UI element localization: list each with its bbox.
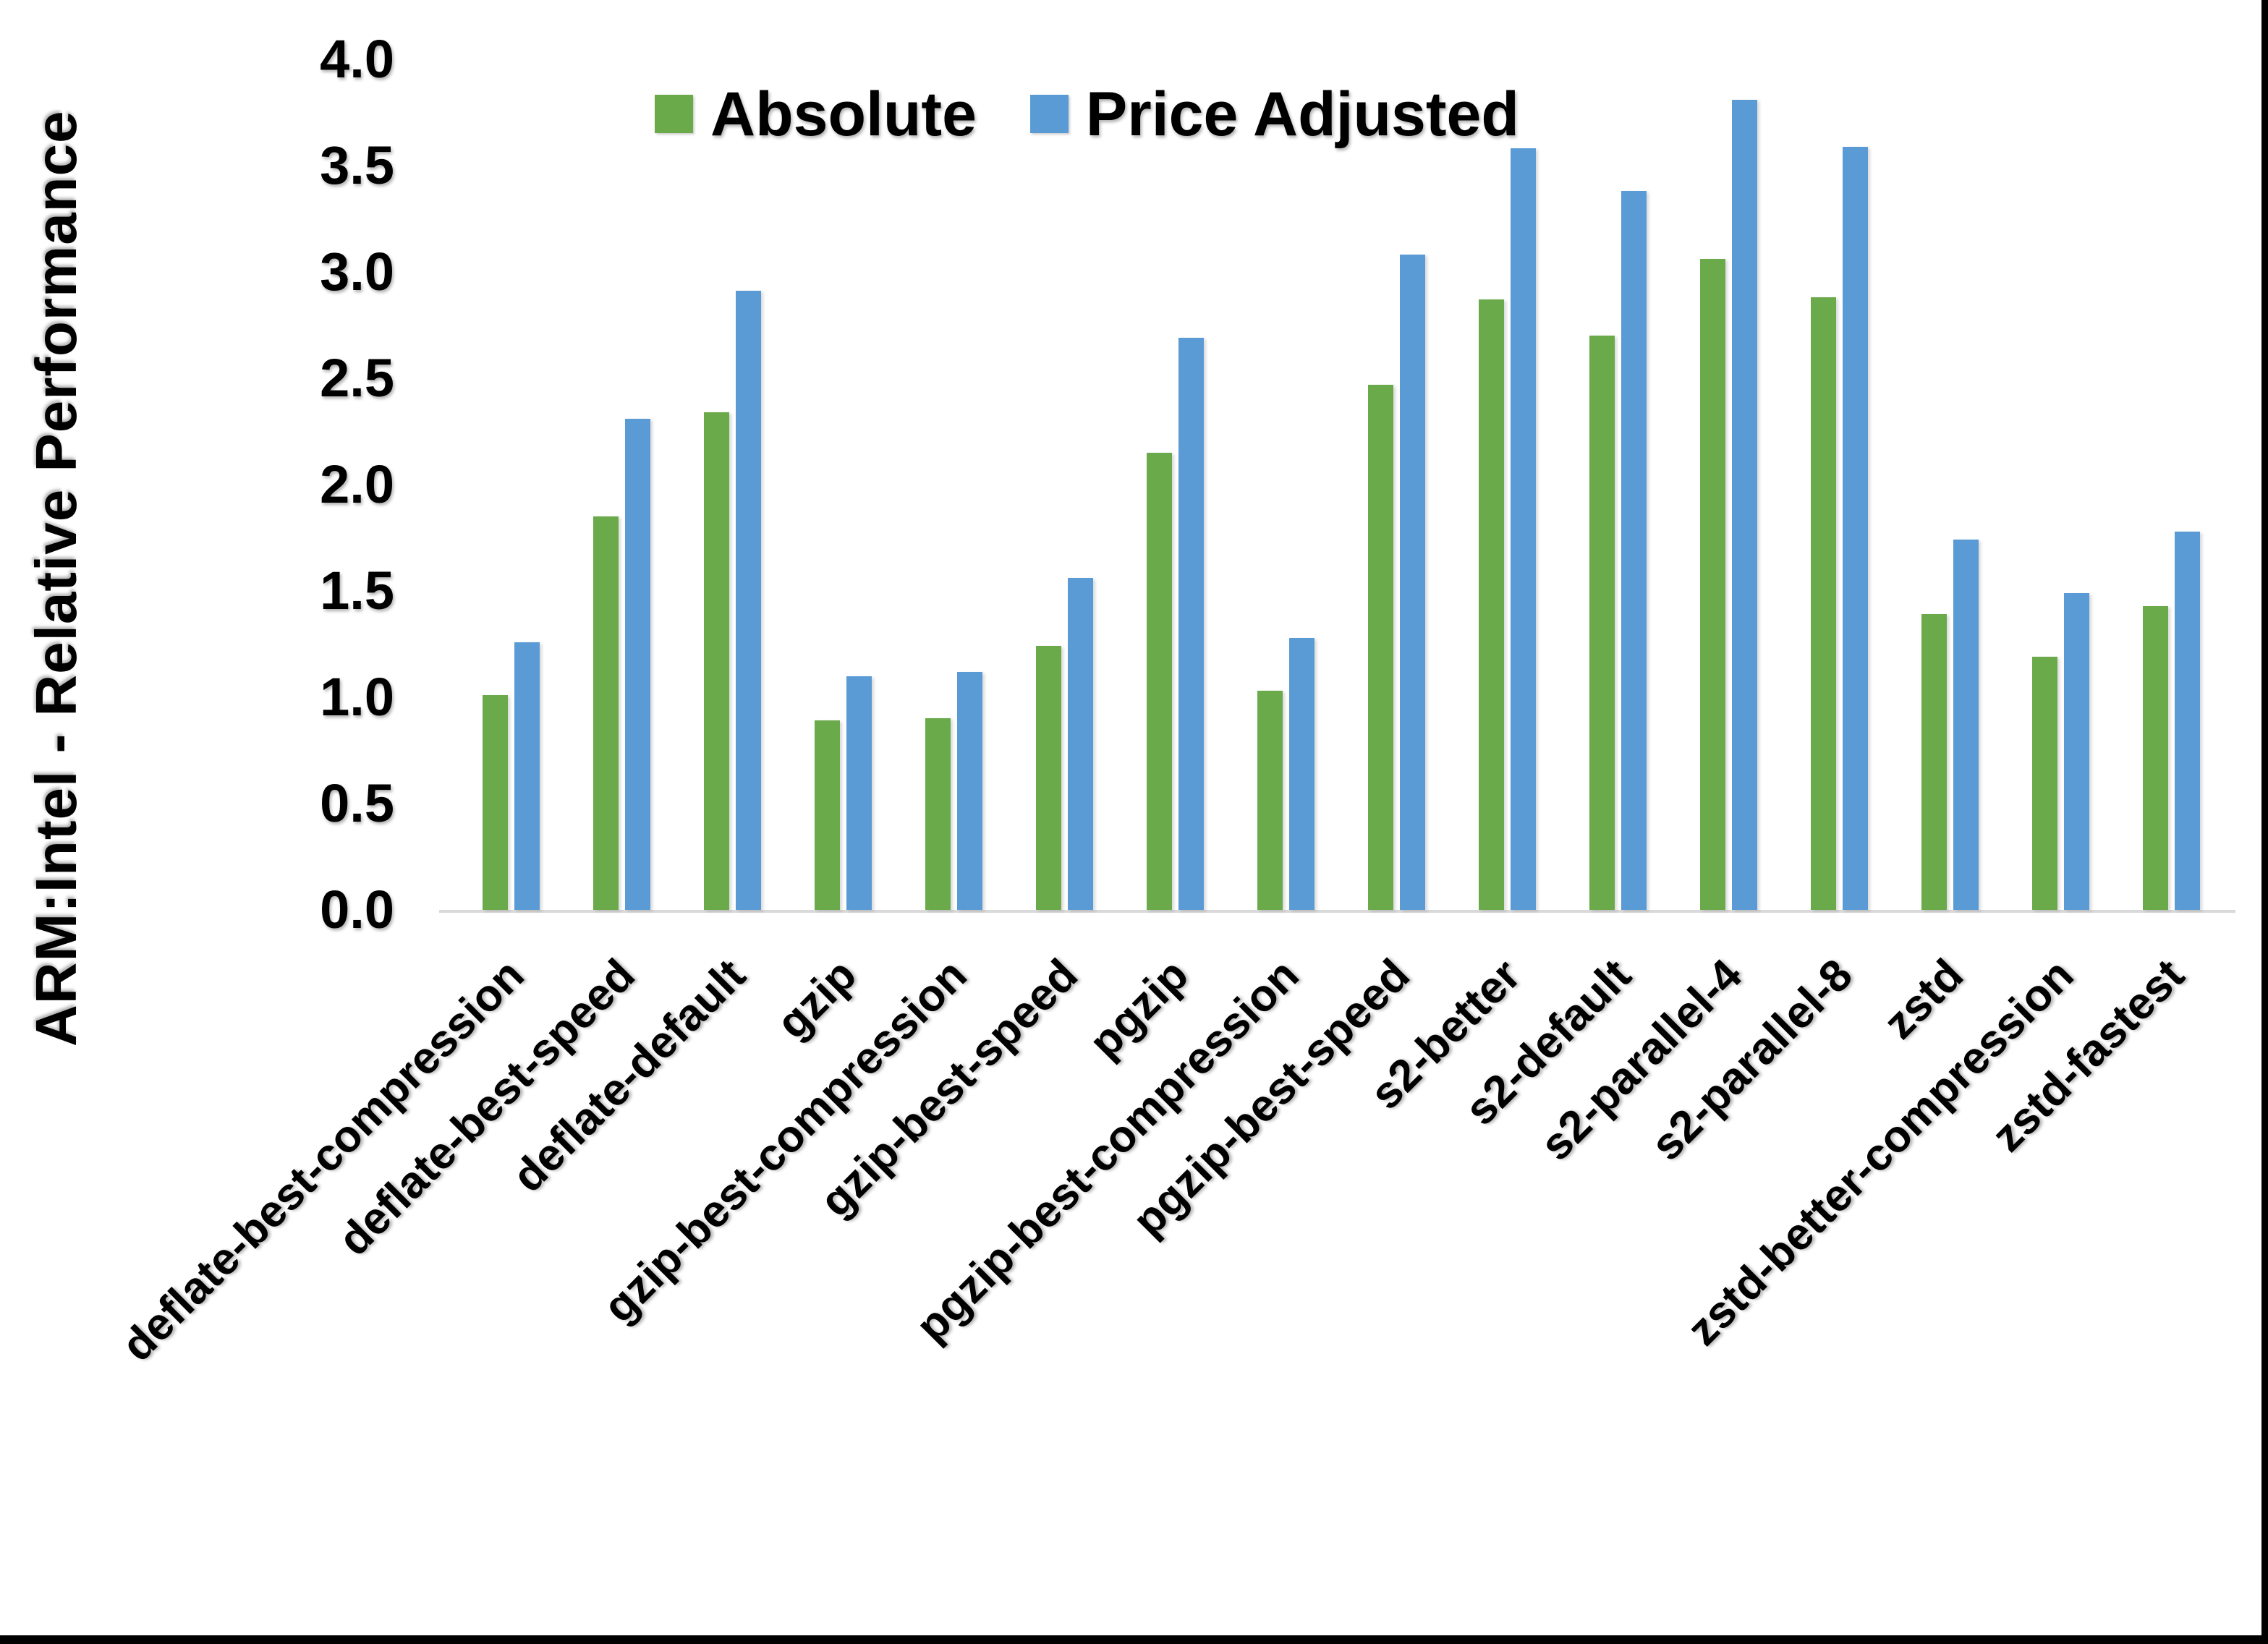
bar-price-adjusted-s2-parallel-4 [1732, 100, 1757, 910]
bar-price-adjusted-gzip-best-speed [1068, 578, 1093, 910]
bar-absolute-s2-parallel-4 [1700, 259, 1725, 910]
y-tick-label-3.0: 3.0 [320, 242, 394, 302]
x-tick-label-deflate-best-compression: deflate-best-compression [112, 950, 534, 1371]
bar-price-adjusted-pgzip-best-speed [1400, 255, 1425, 910]
x-tick-label-gzip: gzip [767, 950, 866, 1049]
bar-absolute-pgzip-best-compression [1257, 691, 1283, 910]
bar-price-adjusted-zstd-better-compression [2064, 593, 2089, 910]
bar-price-adjusted-deflate-best-speed [625, 419, 650, 910]
y-tick-label-4.0: 4.0 [320, 29, 394, 89]
legend-label-price-adjusted: Price Adjusted [1085, 79, 1519, 149]
bar-absolute-zstd [1921, 614, 1947, 910]
x-tick-label-zstd: zstd [1874, 950, 1973, 1049]
y-tick-label-3.5: 3.5 [320, 135, 394, 195]
bar-price-adjusted-gzip [846, 676, 872, 910]
bar-price-adjusted-gzip-best-compression [957, 672, 982, 910]
bar-absolute-zstd-better-compression [2032, 657, 2057, 910]
bar-price-adjusted-pgzip-best-compression [1289, 638, 1314, 910]
legend-item-absolute: Absolute [655, 78, 977, 150]
bar-absolute-gzip-best-speed [1036, 646, 1061, 910]
bar-price-adjusted-s2-default [1621, 191, 1647, 910]
bar-absolute-gzip [815, 720, 840, 910]
y-tick-label-0.5: 0.5 [320, 773, 394, 833]
bar-absolute-deflate-best-speed [593, 516, 619, 910]
bar-absolute-zstd-fastest [2143, 606, 2168, 910]
bar-price-adjusted-zstd [1953, 540, 1979, 910]
y-tick-label-0.0: 0.0 [320, 880, 394, 940]
bar-price-adjusted-deflate-default [736, 291, 761, 910]
y-tick-label-1.5: 1.5 [320, 561, 394, 621]
bar-price-adjusted-pgzip [1178, 338, 1204, 910]
legend-swatch-absolute [655, 95, 693, 133]
legend: Absolute Price Adjusted [655, 72, 1519, 156]
bar-absolute-pgzip-best-speed [1368, 385, 1393, 910]
bar-price-adjusted-s2-parallel-8 [1843, 147, 1868, 910]
y-tick-label-1.0: 1.0 [320, 667, 394, 727]
legend-swatch-price-adjusted [1029, 95, 1069, 133]
legend-label-absolute: Absolute [710, 79, 977, 149]
bottom-edge-border [0, 1635, 2268, 1644]
bar-absolute-s2-default [1589, 336, 1615, 910]
bar-price-adjusted-s2-better [1511, 148, 1536, 910]
bar-absolute-pgzip [1147, 453, 1172, 910]
y-tick-label-2.5: 2.5 [320, 348, 394, 408]
y-tick-label-2.0: 2.0 [320, 454, 394, 514]
bar-absolute-deflate-default [704, 412, 729, 910]
bar-absolute-s2-parallel-8 [1811, 297, 1836, 910]
bar-absolute-deflate-best-compression [483, 695, 508, 910]
bar-price-adjusted-deflate-best-compression [514, 642, 540, 910]
bar-absolute-s2-better [1479, 299, 1504, 910]
x-axis-baseline [439, 910, 2235, 913]
bar-absolute-gzip-best-compression [925, 718, 951, 910]
plot-area [439, 59, 2235, 913]
bar-price-adjusted-zstd-fastest [2175, 532, 2200, 910]
right-edge-border [2261, 0, 2268, 1644]
legend-item-price-adjusted: Price Adjusted [1029, 78, 1519, 150]
